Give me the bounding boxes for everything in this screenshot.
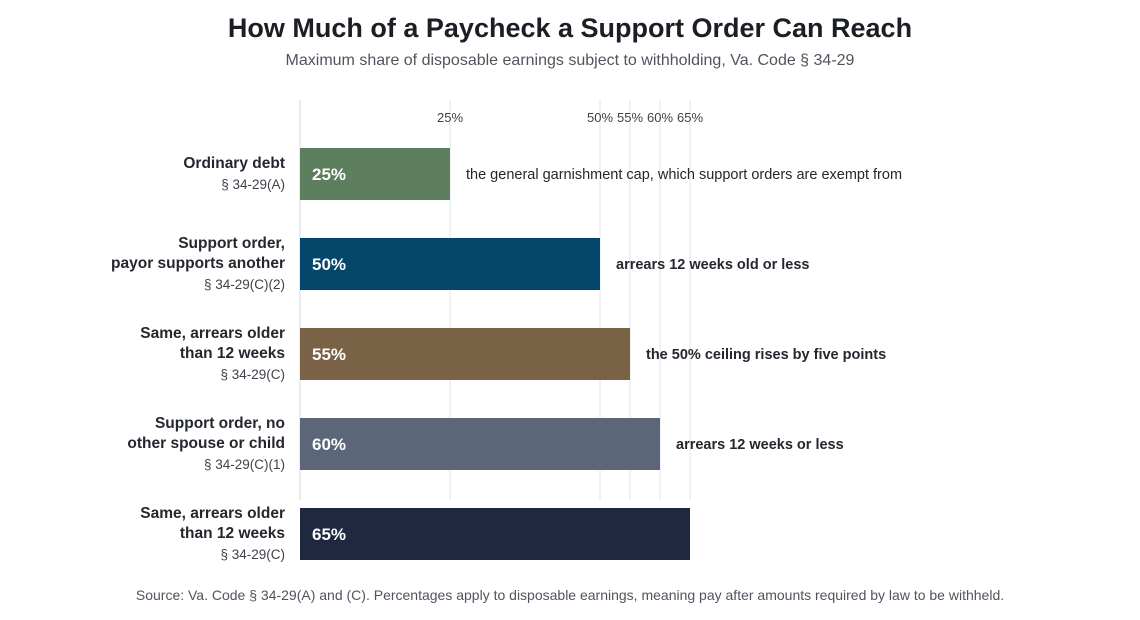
bar <box>300 508 690 560</box>
bar-annotation: the general garnishment cap, which suppo… <box>466 167 902 183</box>
category-label: Support order, no <box>155 415 285 432</box>
bar-annotation: the 50% ceiling rises by five points <box>646 347 886 363</box>
bar-value-label: 60% <box>312 435 346 454</box>
bar <box>300 238 600 290</box>
category-label: Same, arrears older <box>140 505 285 522</box>
bar <box>300 328 630 380</box>
category-citation: § 34-29(C) <box>220 367 285 382</box>
category-label: Same, arrears older <box>140 325 285 342</box>
x-tick-label: 65% <box>677 110 703 125</box>
category-label: payor supports another <box>111 255 285 272</box>
chart-title: How Much of a Paycheck a Support Order C… <box>227 13 913 43</box>
bar-value-label: 55% <box>312 345 346 364</box>
category-label: than 12 weeks <box>180 345 285 362</box>
x-tick-label: 25% <box>437 110 463 125</box>
bar-value-label: 65% <box>312 525 346 544</box>
bar <box>300 148 450 200</box>
chart-subtitle: Maximum share of disposable earnings sub… <box>285 52 855 69</box>
bar <box>300 418 660 470</box>
category-citation: § 34-29(C)(1) <box>204 457 285 472</box>
category-citation: § 34-29(C) <box>220 547 285 562</box>
bar-annotation: arrears 12 weeks old or less <box>616 257 809 273</box>
bar-value-label: 25% <box>312 165 346 184</box>
category-label: than 12 weeks <box>180 525 285 542</box>
x-tick-label: 50% <box>587 110 613 125</box>
bar-annotation: arrears 12 weeks or less <box>676 437 844 453</box>
x-tick-label: 60% <box>647 110 673 125</box>
category-citation: § 34-29(A) <box>221 177 285 192</box>
bar-value-label: 50% <box>312 255 346 274</box>
source-note: Source: Va. Code § 34-29(A) and (C). Per… <box>135 587 1005 603</box>
category-label: other spouse or child <box>127 435 285 452</box>
category-label: Ordinary debt <box>183 155 285 172</box>
bar-chart: 25% 50% 55% 60% 65% 25% the general garnishmen… <box>111 100 902 562</box>
x-tick-label: 55% <box>617 110 643 125</box>
category-citation: § 34-29(C)(2) <box>204 277 285 292</box>
category-label: Support order, <box>178 235 285 252</box>
